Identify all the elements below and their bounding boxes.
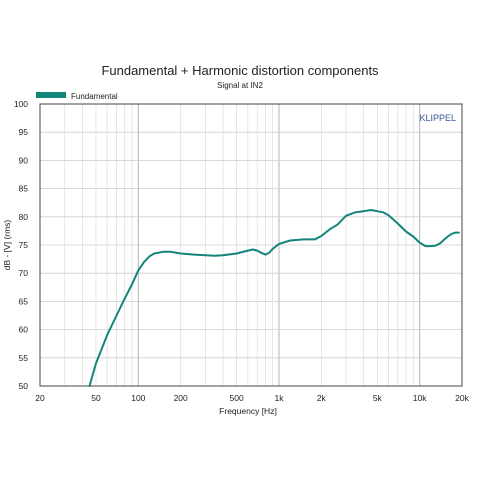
- y-tick-label: 50: [19, 381, 29, 391]
- legend-label-fundamental: Fundamental: [71, 92, 118, 101]
- y-tick-label: 85: [19, 184, 29, 194]
- plot-area: [39, 103, 463, 387]
- chart-subtitle: Signal at IN2: [217, 81, 263, 90]
- y-axis-ticks: 50 55 60 65 70 75 80 85 90 95 100: [14, 99, 28, 391]
- klippel-watermark: KLIPPEL: [419, 113, 456, 123]
- y-tick-label: 90: [19, 155, 29, 165]
- plot-frame: [39, 103, 463, 387]
- x-tick-label: 10k: [413, 393, 427, 403]
- y-tick-label: 70: [19, 268, 29, 278]
- y-tick-label: 75: [19, 240, 29, 250]
- x-tick-label: 200: [174, 393, 188, 403]
- x-tick-label: 20: [35, 393, 45, 403]
- y-axis-label: dB - [V] (rms): [2, 220, 12, 271]
- x-tick-label: 1k: [274, 393, 284, 403]
- series-line-fundamental: [88, 209, 460, 387]
- y-tick-label: 95: [19, 127, 29, 137]
- y-tick-label: 65: [19, 296, 29, 306]
- legend: Fundamental: [36, 92, 118, 101]
- x-axis-label: Frequency [Hz]: [219, 406, 277, 416]
- x-tick-label: 50: [91, 393, 101, 403]
- x-tick-label: 20k: [455, 393, 469, 403]
- y-tick-label: 55: [19, 353, 29, 363]
- y-tick-label: 80: [19, 212, 29, 222]
- x-tick-label: 500: [230, 393, 244, 403]
- x-tick-label: 2k: [317, 393, 327, 403]
- x-axis-ticks: 20 50 100 200 500 1k 2k 5k 10k 20k: [35, 393, 469, 403]
- y-tick-label: 60: [19, 325, 29, 335]
- series-layer: [88, 209, 460, 387]
- x-tick-label: 100: [131, 393, 145, 403]
- y-tick-label: 100: [14, 99, 28, 109]
- legend-swatch-fundamental: [36, 92, 66, 98]
- chart-title: Fundamental + Harmonic distortion compon…: [101, 63, 379, 78]
- x-tick-label: 5k: [373, 393, 383, 403]
